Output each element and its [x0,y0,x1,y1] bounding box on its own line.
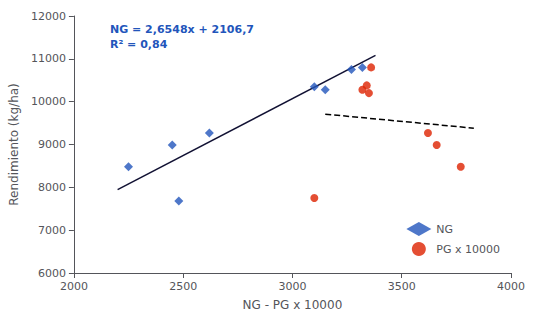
svg-text:2500: 2500 [169,280,197,293]
svg-text:8000: 8000 [38,181,66,194]
svg-text:NG = 2,6548x + 2106,7: NG = 2,6548x + 2106,7 [110,23,254,36]
svg-text:12000: 12000 [31,10,66,23]
svg-text:3000: 3000 [278,280,306,293]
svg-text:2000: 2000 [60,280,88,293]
svg-text:NG: NG [436,223,453,236]
svg-text:R² = 0,84: R² = 0,84 [110,38,168,51]
svg-text:PG x 10000: PG x 10000 [436,243,500,256]
svg-text:3500: 3500 [388,280,416,293]
svg-text:7000: 7000 [38,224,66,237]
svg-text:Rendimiento (kg/ha): Rendimiento (kg/ha) [7,83,21,206]
svg-text:11000: 11000 [31,52,66,65]
svg-text:6000: 6000 [38,267,66,280]
svg-text:9000: 9000 [38,138,66,151]
svg-text:4000: 4000 [497,280,525,293]
svg-text:10000: 10000 [31,95,66,108]
svg-text:NG - PG x 10000: NG - PG x 10000 [243,298,343,312]
